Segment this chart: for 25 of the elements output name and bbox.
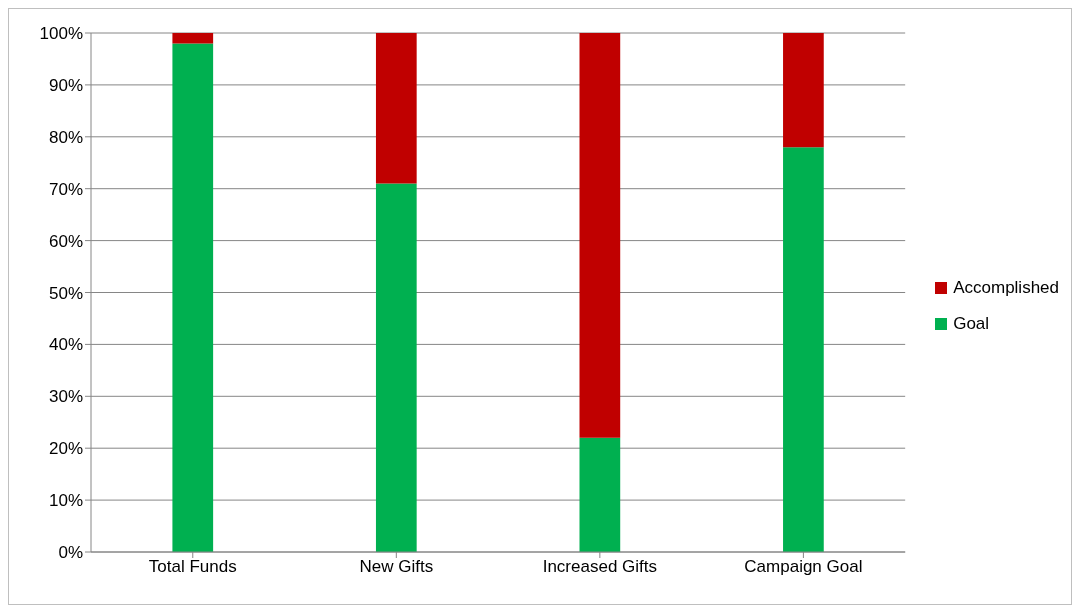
y-tick-label: 30% (48, 387, 83, 407)
bar (172, 33, 214, 44)
y-tick-label: 0% (58, 543, 83, 563)
y-tick-label: 90% (48, 75, 83, 95)
bar (375, 183, 417, 552)
x-tick-label: Total Funds (148, 557, 237, 577)
y-tick-label: 40% (48, 335, 83, 355)
x-tick-label: Campaign Goal (744, 557, 863, 577)
bar (172, 43, 214, 552)
y-tick-label: 10% (48, 491, 83, 511)
bar (783, 33, 824, 148)
y-tick-label: 50% (48, 283, 83, 303)
y-tick-label: 20% (48, 439, 83, 459)
x-tick-label: New Gifts (359, 557, 434, 577)
legend-label: Accomplished (953, 277, 1059, 298)
bar (579, 33, 621, 438)
bar (579, 437, 621, 552)
y-tick-label: 100% (39, 24, 83, 44)
bar (783, 147, 824, 552)
y-tick-label: 70% (48, 179, 83, 199)
y-tick-label: 80% (48, 127, 83, 147)
x-tick-label: Increased Gifts (542, 557, 658, 577)
legend-label: Goal (953, 313, 990, 334)
y-tick-label: 60% (48, 231, 83, 251)
bar (375, 33, 417, 184)
